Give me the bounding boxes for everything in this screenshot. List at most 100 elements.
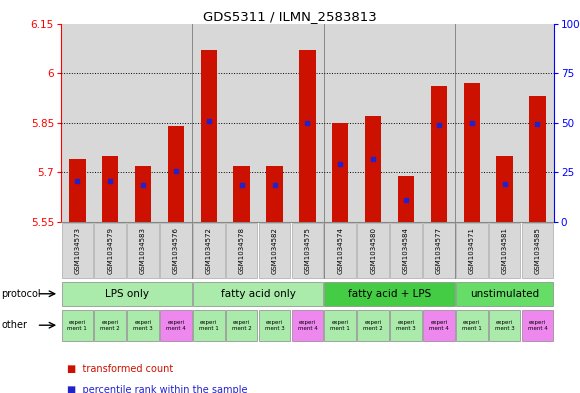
Text: GSM1034575: GSM1034575: [304, 227, 310, 274]
Bar: [61, 282, 192, 305]
Text: experi
ment 1: experi ment 1: [331, 320, 350, 331]
Bar: [193, 24, 225, 222]
Text: fatty acid + LPS: fatty acid + LPS: [348, 289, 431, 299]
Bar: [455, 24, 488, 222]
Text: experi
ment 3: experi ment 3: [495, 320, 514, 331]
Text: GSM1034571: GSM1034571: [469, 227, 475, 274]
Bar: [521, 222, 553, 279]
Bar: [390, 222, 422, 279]
Bar: [61, 310, 93, 341]
Bar: [324, 282, 455, 305]
Bar: [292, 222, 323, 279]
Bar: [357, 222, 389, 279]
Text: GSM1034577: GSM1034577: [436, 227, 442, 274]
Bar: [324, 24, 357, 222]
Bar: [95, 222, 126, 279]
Bar: [127, 222, 159, 279]
Text: experi
ment 2: experi ment 2: [363, 320, 383, 331]
Text: experi
ment 1: experi ment 1: [199, 320, 219, 331]
Bar: [259, 222, 291, 279]
Bar: [456, 282, 553, 305]
Bar: [135, 166, 151, 222]
Bar: [225, 24, 258, 222]
Bar: [201, 50, 217, 222]
Bar: [160, 310, 192, 341]
Bar: [456, 222, 488, 279]
Bar: [233, 166, 250, 222]
Bar: [168, 126, 184, 222]
Text: GSM1034585: GSM1034585: [534, 227, 541, 274]
Bar: [226, 222, 258, 279]
Text: experi
ment 4: experi ment 4: [298, 320, 317, 331]
Text: experi
ment 3: experi ment 3: [264, 320, 284, 331]
Bar: [357, 24, 390, 222]
Text: experi
ment 4: experi ment 4: [429, 320, 449, 331]
Bar: [126, 24, 160, 222]
Text: GSM1034579: GSM1034579: [107, 227, 113, 274]
Text: GSM1034580: GSM1034580: [370, 227, 376, 274]
Bar: [61, 222, 93, 279]
Text: GSM1034582: GSM1034582: [271, 227, 278, 274]
Bar: [430, 86, 447, 222]
Text: experi
ment 1: experi ment 1: [67, 320, 87, 331]
Bar: [94, 24, 126, 222]
Bar: [332, 123, 349, 222]
Text: experi
ment 4: experi ment 4: [166, 320, 186, 331]
Bar: [390, 24, 422, 222]
Text: experi
ment 3: experi ment 3: [133, 320, 153, 331]
Bar: [160, 222, 192, 279]
Bar: [423, 222, 455, 279]
Text: ■  percentile rank within the sample: ■ percentile rank within the sample: [67, 385, 247, 393]
Bar: [463, 83, 480, 222]
Bar: [193, 282, 323, 305]
Bar: [69, 159, 86, 222]
Bar: [324, 222, 356, 279]
Bar: [365, 116, 382, 222]
Text: GSM1034578: GSM1034578: [238, 227, 245, 274]
Text: GSM1034584: GSM1034584: [403, 227, 409, 274]
Bar: [529, 96, 546, 222]
Bar: [496, 156, 513, 222]
Bar: [292, 310, 323, 341]
Bar: [489, 310, 520, 341]
Bar: [398, 176, 414, 222]
Text: experi
ment 1: experi ment 1: [462, 320, 481, 331]
Text: GSM1034574: GSM1034574: [337, 227, 343, 274]
Text: GDS5311 / ILMN_2583813: GDS5311 / ILMN_2583813: [203, 10, 377, 23]
Bar: [193, 310, 224, 341]
Text: unstimulated: unstimulated: [470, 289, 539, 299]
Text: other: other: [1, 320, 27, 330]
Text: GSM1034572: GSM1034572: [206, 227, 212, 274]
Text: GSM1034576: GSM1034576: [173, 227, 179, 274]
Bar: [127, 310, 159, 341]
Bar: [291, 24, 324, 222]
Bar: [521, 310, 553, 341]
Text: experi
ment 4: experi ment 4: [528, 320, 548, 331]
Bar: [266, 166, 283, 222]
Bar: [95, 310, 126, 341]
Bar: [258, 24, 291, 222]
Bar: [422, 24, 455, 222]
Bar: [456, 310, 488, 341]
Bar: [160, 24, 193, 222]
Bar: [193, 222, 224, 279]
Text: protocol: protocol: [1, 289, 41, 299]
Text: experi
ment 3: experi ment 3: [396, 320, 416, 331]
Bar: [488, 24, 521, 222]
Bar: [102, 156, 118, 222]
Text: ■  transformed count: ■ transformed count: [67, 364, 173, 373]
Bar: [357, 310, 389, 341]
Bar: [489, 222, 520, 279]
Text: GSM1034583: GSM1034583: [140, 227, 146, 274]
Text: experi
ment 2: experi ment 2: [232, 320, 252, 331]
Bar: [61, 24, 94, 222]
Bar: [299, 50, 316, 222]
Bar: [390, 310, 422, 341]
Bar: [324, 310, 356, 341]
Bar: [521, 24, 554, 222]
Text: experi
ment 2: experi ment 2: [100, 320, 120, 331]
Text: LPS only: LPS only: [104, 289, 148, 299]
Text: GSM1034581: GSM1034581: [502, 227, 508, 274]
Text: GSM1034573: GSM1034573: [74, 227, 81, 274]
Bar: [259, 310, 291, 341]
